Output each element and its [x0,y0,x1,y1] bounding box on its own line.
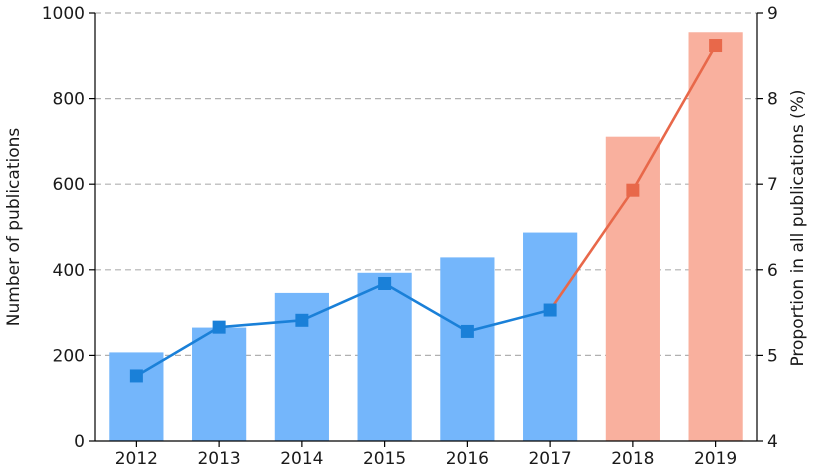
y-tick-label: 1000 [42,4,85,24]
y-tick-label: 400 [53,261,85,281]
bar-2016 [440,257,495,441]
line-segment [301,282,386,322]
x-tick-label: 2012 [115,449,158,469]
bar-2013 [192,327,247,441]
y-tick-label: 600 [53,175,85,195]
x-tick-label: 2017 [528,449,571,469]
y2-tick-label: 5 [767,346,778,366]
y-tick-label: 0 [74,432,85,452]
line-segment [467,308,551,333]
proportion-line [129,39,723,383]
point-2014 [295,313,309,327]
x-tick-label: 2015 [363,449,406,469]
point-2019 [709,39,723,53]
point-2013 [212,320,226,334]
bar-2019 [688,32,743,441]
point-2017 [543,303,557,317]
line-segment [631,44,717,191]
x-tick-label: 2018 [611,449,654,469]
y-tick-label: 200 [53,346,85,366]
line-segment [549,189,634,311]
y2-tick-label: 9 [767,4,778,24]
y-tick-label: 800 [53,90,85,110]
bar-2018 [605,136,660,441]
y-axis-title: Number of publications [4,128,24,327]
bar-2015 [357,272,412,441]
y2-tick-label: 4 [767,432,778,452]
point-2015 [378,276,392,290]
y2-tick-label: 7 [767,175,778,195]
point-2016 [460,324,474,338]
x-tick-label: 2014 [280,449,323,469]
bar-2012 [109,352,164,441]
point-2018 [626,183,640,197]
bar-2017 [523,232,578,441]
y2-tick-label: 6 [767,261,778,281]
line-segment [219,319,302,329]
y2-tick-label: 8 [767,90,778,110]
line-segment [383,282,469,333]
x-tick-label: 2016 [446,449,489,469]
axes [89,12,763,447]
point-2012 [129,369,143,383]
line-segment [135,326,220,378]
bars [109,32,743,441]
x-tick-label: 2019 [694,449,737,469]
x-tick-label: 2013 [197,449,240,469]
y2-axis-title: Proportion in all publications (%) [788,89,808,366]
tick-labels: 0 200 400 600 800 1000 4 5 6 7 8 9 2012 2013 2014 2015 2… [42,4,778,469]
